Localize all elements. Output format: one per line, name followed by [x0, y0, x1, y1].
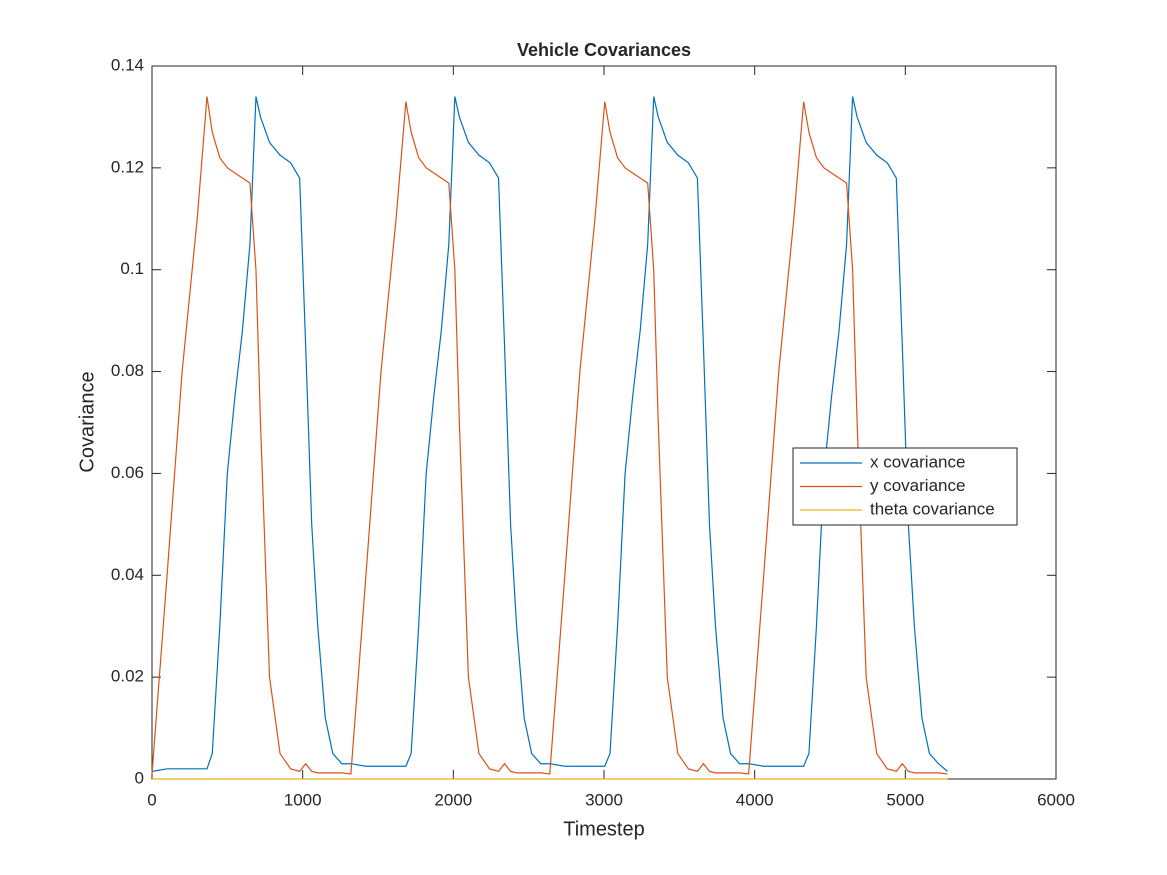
y-tick-label: 0.06 [111, 463, 144, 482]
chart-title: Vehicle Covariances [517, 40, 691, 60]
y-tick-label: 0.02 [111, 667, 144, 686]
y-axis-label: Covariance [76, 371, 98, 472]
x-axis-label: Timestep [563, 818, 645, 840]
x-tick-label: 5000 [886, 790, 924, 809]
legend-label: y covariance [870, 476, 965, 495]
x-tick-label: 3000 [585, 790, 623, 809]
x-tick-label: 2000 [434, 790, 472, 809]
x-tick-label: 6000 [1037, 790, 1075, 809]
y-tick-label: 0 [135, 768, 144, 787]
y-tick-label: 0.12 [111, 157, 144, 176]
x-tick-label: 4000 [736, 790, 774, 809]
y-tick-label: 0.14 [111, 55, 144, 74]
series-line [151, 96, 948, 775]
legend-label: x covariance [870, 452, 965, 471]
y-tick-label: 0.1 [120, 259, 144, 278]
y-tick-label: 0.08 [111, 361, 144, 380]
x-tick-label: 1000 [284, 790, 322, 809]
legend-label: theta covariance [870, 499, 995, 518]
series-line [151, 96, 948, 772]
x-tick-label: 0 [147, 790, 156, 809]
y-tick-label: 0.04 [111, 565, 144, 584]
plot-area [151, 65, 1057, 780]
